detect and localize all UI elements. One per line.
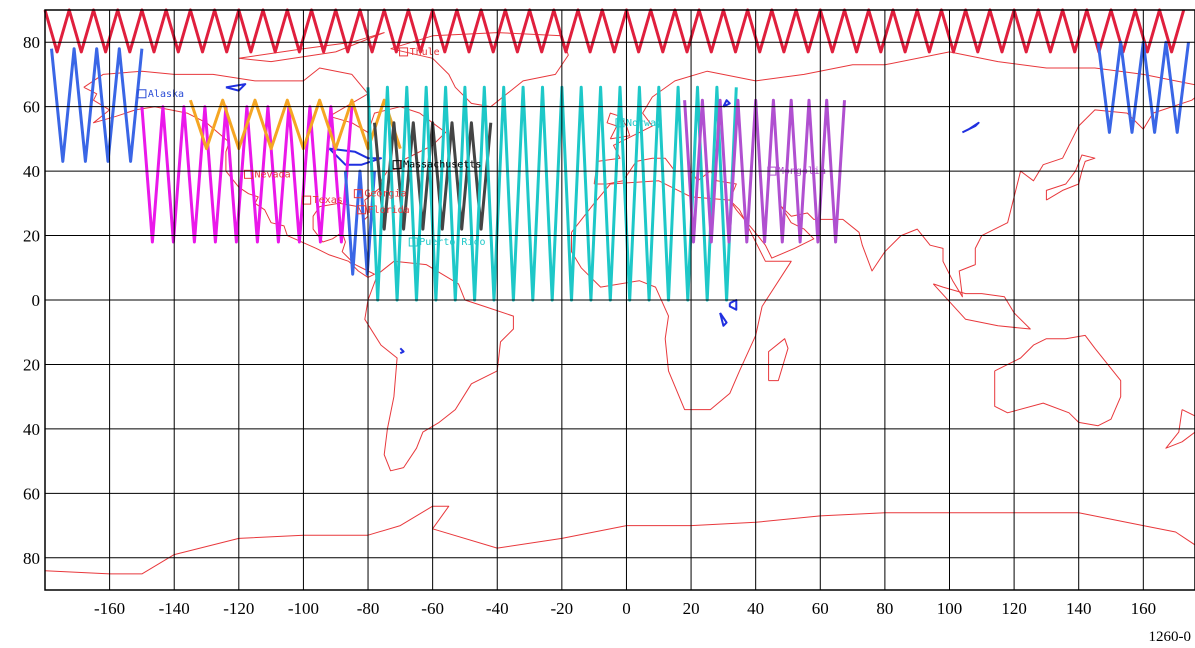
longitude-tick-label: -20: [551, 599, 574, 618]
longitude-tick-label: 160: [1131, 599, 1157, 618]
longitude-tick-label: -40: [486, 599, 509, 618]
latitude-tick-label: 0: [32, 291, 41, 310]
lake-baikal: [962, 123, 978, 133]
longitude-tick-label: 100: [937, 599, 963, 618]
latitude-tick-label: 40: [23, 420, 40, 439]
figure-id: 1260-0: [1149, 629, 1192, 646]
satellite-tracks: [45, 10, 1189, 300]
latitude-tick-label: 20: [23, 355, 40, 374]
place-label: Massachusetts: [403, 160, 481, 171]
africa-coast: [572, 181, 792, 410]
place-label: Georgia: [364, 189, 406, 200]
great-bear-lake: [226, 84, 245, 91]
antarctica-coast: [45, 506, 1195, 574]
place-label: Texas: [313, 195, 343, 206]
longitude-tick-label: 140: [1066, 599, 1092, 618]
ground-track-1: [52, 49, 142, 162]
longitude-tick-label: 0: [622, 599, 631, 618]
ground-track-6: [368, 87, 736, 300]
axis-ticks: -160 -140 -120 -100 -80 -60 -40 -20 0 20 40 60 80 100…: [23, 33, 1156, 618]
longitude-tick-label: -80: [357, 599, 380, 618]
south-america-coast: [365, 261, 514, 471]
latitude-tick-label: 60: [23, 98, 40, 117]
longitude-tick-label: 80: [876, 599, 893, 618]
arctic-islands-coast: [239, 33, 384, 62]
longitude-tick-label: 120: [1001, 599, 1027, 618]
place-label: Norway: [626, 118, 662, 129]
latitude-tick-label: 20: [23, 227, 40, 246]
place-label: Florida: [368, 205, 410, 216]
latitude-tick-label: 80: [23, 549, 40, 568]
place-label: Puerto Rico: [419, 237, 485, 248]
longitude-tick-label: 60: [812, 599, 829, 618]
great-lakes: [329, 149, 381, 165]
ground-track-0: [45, 10, 1184, 52]
lake-victoria: [730, 300, 737, 310]
longitude-tick-label: -100: [288, 599, 319, 618]
indonesia-coast: [933, 284, 1030, 329]
madagascar-coast: [769, 339, 788, 381]
lake-tanganyika: [720, 313, 727, 326]
place-label: Thule: [410, 47, 440, 58]
place-label: Alaska: [148, 89, 184, 100]
lake-titicaca: [400, 348, 403, 353]
australia-coast: [995, 335, 1121, 425]
japan-coast: [1046, 155, 1095, 200]
longitude-tick-label: -120: [223, 599, 254, 618]
latitude-tick-label: 60: [23, 484, 40, 503]
latitude-tick-label: 80: [23, 33, 40, 52]
longitude-tick-label: 20: [683, 599, 700, 618]
longitude-tick-label: -140: [159, 599, 190, 618]
lake-ladoga: [723, 100, 729, 107]
longitude-tick-label: -60: [421, 599, 444, 618]
longitude-tick-label: -160: [94, 599, 125, 618]
latitude-tick-label: 40: [23, 162, 40, 181]
longitude-tick-label: 40: [747, 599, 764, 618]
